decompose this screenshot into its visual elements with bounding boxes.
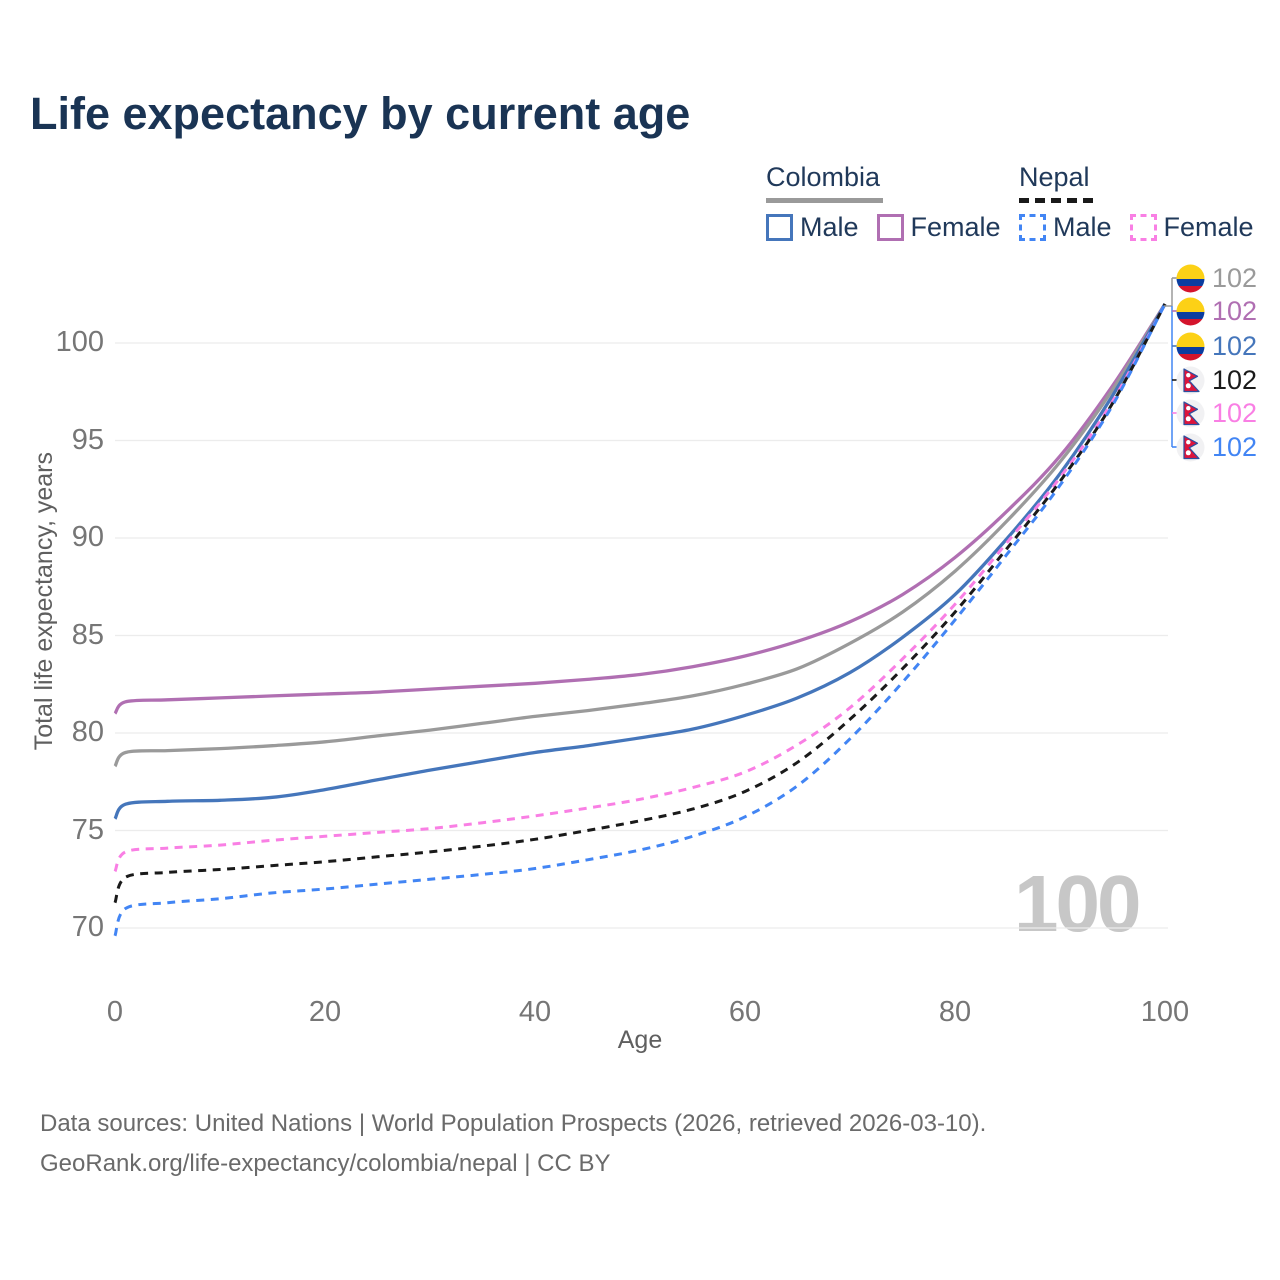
colombia-flag-icon (1176, 297, 1205, 326)
nepal-flag-icon (1176, 432, 1205, 462)
series-nepal-male (113, 303, 1167, 937)
y-tick-label: 75 (71, 813, 104, 846)
y-tick-label: 70 (71, 911, 104, 943)
legend-item-label: Male (800, 212, 859, 242)
y-tick-label: 100 (55, 326, 104, 358)
end-value: 102 (1212, 295, 1258, 326)
y-tick-label: 95 (71, 423, 104, 456)
x-tick-label: 100 (1140, 996, 1190, 1028)
series-nepal-female (113, 303, 1167, 873)
legend-item-nepal-female[interactable]: Female (1129, 212, 1254, 243)
y-tick-label: 80 (71, 716, 104, 748)
colombia-female-swatch-icon (876, 214, 904, 241)
legend-item-label: Male (1053, 212, 1112, 242)
x-tick-label: 20 (308, 996, 342, 1028)
legend-group-nepal: Nepal Male Female (1019, 162, 1254, 243)
end-label-nepal-female: 102 (1176, 396, 1257, 430)
legend-item-nepal-male[interactable]: Male (1019, 212, 1112, 243)
legend-group-colombia: Colombia Male Female (766, 162, 1001, 243)
legend-heading-colombia[interactable]: Colombia (766, 162, 884, 203)
end-label-colombia-female: 102 (1176, 294, 1257, 328)
end-label-nepal-male: 102 (1176, 430, 1257, 464)
legend-items-nepal: Male Female (1019, 212, 1254, 243)
legend-item-label: Female (1163, 212, 1254, 242)
x-tick-label: 0 (106, 996, 124, 1028)
nepal-flag-icon (1176, 398, 1205, 428)
nepal-male-swatch-icon (1019, 214, 1046, 241)
x-tick-label: 60 (728, 996, 762, 1028)
end-value: 102 (1212, 330, 1258, 361)
end-label-colombia-both: 102 (1176, 261, 1257, 295)
legend-heading-nepal[interactable]: Nepal (1019, 162, 1093, 203)
nepal-flag-icon (1176, 365, 1205, 395)
end-value: 102 (1212, 431, 1258, 462)
series-colombia-female (113, 303, 1167, 715)
end-value: 102 (1212, 262, 1258, 293)
colombia-male-swatch-icon (766, 214, 793, 241)
x-tick-label: 40 (518, 996, 552, 1028)
series-colombia-male (113, 303, 1167, 820)
data-sources-line1: Data sources: United Nations | World Pop… (40, 1110, 987, 1137)
x-tick-label: 80 (938, 996, 972, 1028)
page-title: Life expectancy by current age (30, 88, 691, 139)
legend-item-colombia-female[interactable]: Female (876, 212, 1001, 243)
y-tick-label: 90 (71, 521, 104, 553)
y-tick-label: 85 (71, 618, 104, 651)
legend-item-colombia-male[interactable]: Male (766, 212, 859, 243)
colombia-flag-icon (1176, 332, 1205, 361)
legend-item-label: Female (910, 212, 1001, 242)
end-value: 102 (1212, 364, 1258, 395)
colombia-flag-icon (1176, 264, 1205, 293)
nepal-female-swatch-icon (1129, 214, 1157, 241)
end-value: 102 (1212, 397, 1258, 428)
line-chart (113, 277, 1181, 937)
legend-items-colombia: Male Female (766, 212, 1001, 243)
current-age-watermark: 100 (1014, 859, 1141, 948)
series-nepal-both-sexes (113, 303, 1167, 904)
y-axis-title: Total life expectancy, years (30, 452, 58, 751)
data-sources-line2: GeoRank.org/life-expectancy/colombia/nep… (40, 1150, 611, 1177)
data-sources: Data sources: United Nations | World Pop… (40, 1104, 986, 1184)
end-label-nepal-both: 102 (1176, 363, 1257, 397)
end-label-colombia-male: 102 (1176, 329, 1257, 363)
x-axis-title: Age (617, 1026, 663, 1054)
series-colombia-both-sexes (113, 303, 1167, 768)
